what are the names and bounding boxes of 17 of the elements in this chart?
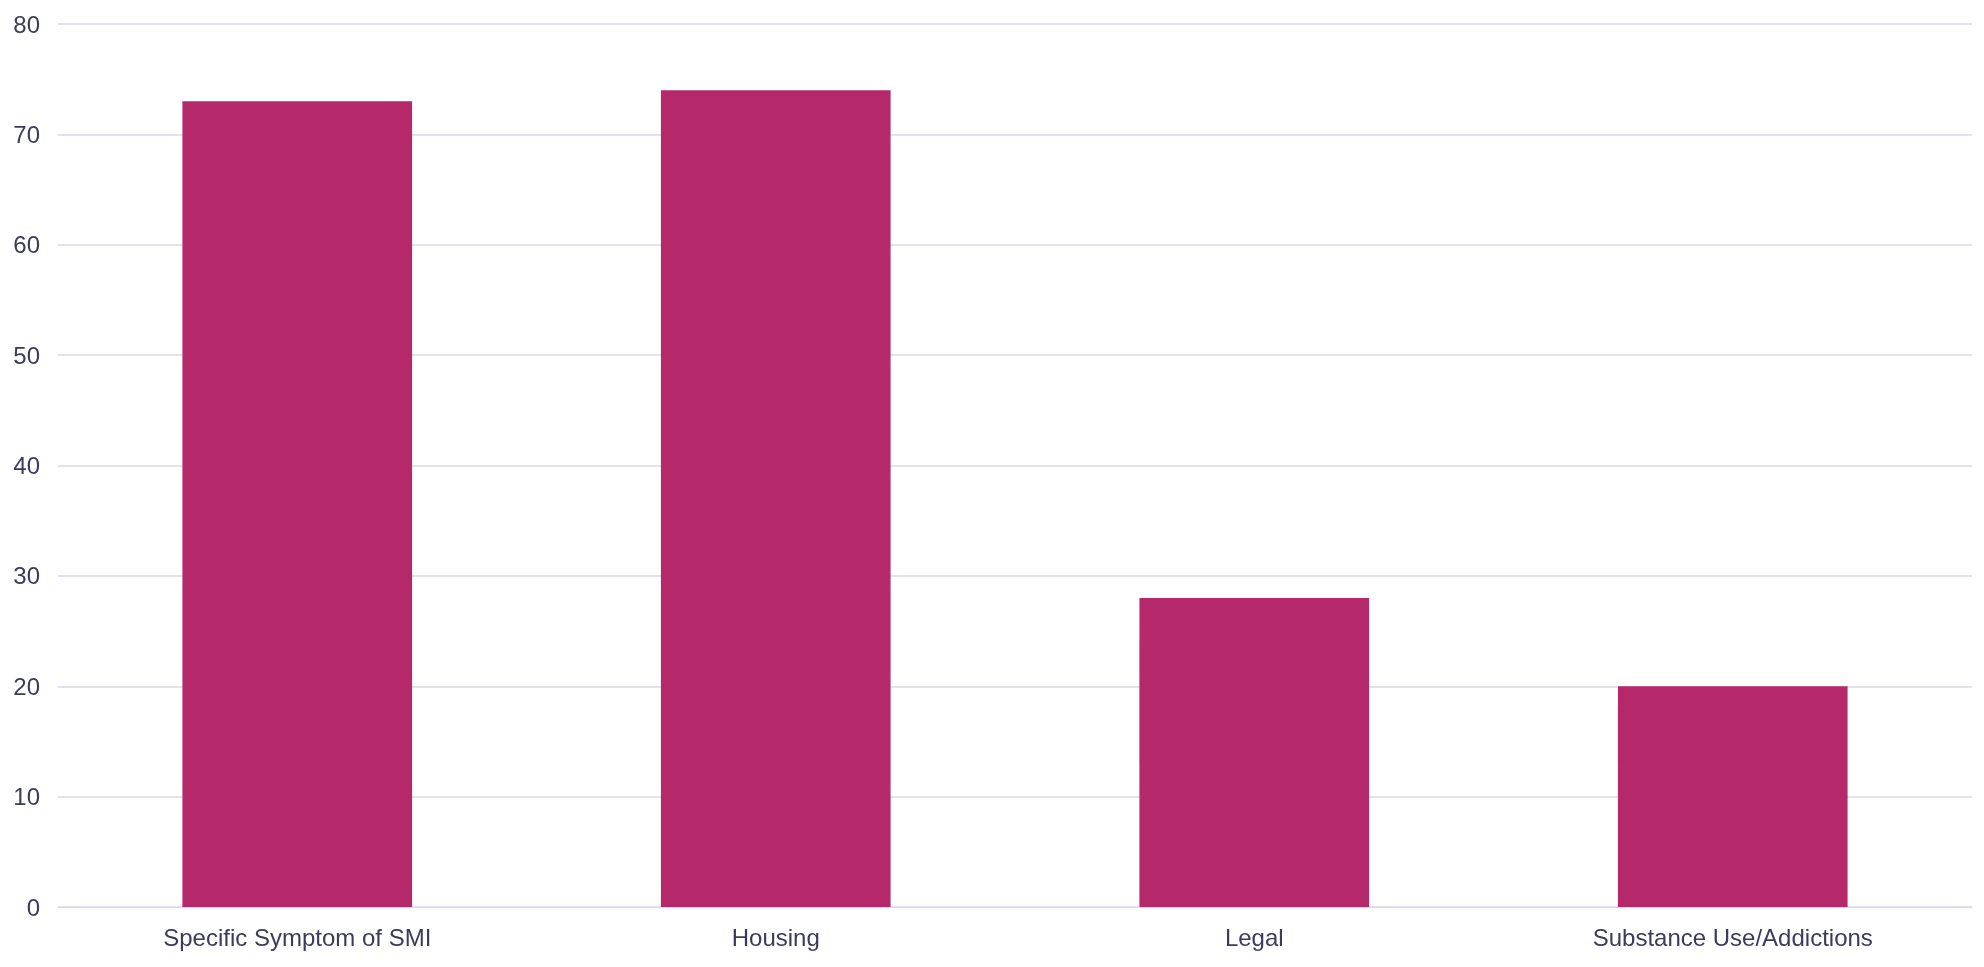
x-tick-label: Substance Use/Addictions bbox=[1592, 923, 1873, 951]
y-tick-label: 30 bbox=[13, 562, 40, 590]
y-tick-label: 60 bbox=[13, 231, 40, 259]
y-tick-label: 80 bbox=[13, 10, 40, 38]
x-tick-label: Housing bbox=[731, 923, 820, 951]
bar bbox=[1139, 597, 1370, 907]
bar bbox=[1617, 686, 1848, 907]
x-tick-label: Legal bbox=[1224, 923, 1284, 951]
bar bbox=[182, 101, 413, 907]
bar bbox=[660, 90, 891, 907]
y-tick-label: 40 bbox=[13, 452, 40, 479]
y-tick-label: 20 bbox=[13, 672, 40, 700]
x-tick-label: Specific Symptom of SMI bbox=[163, 923, 432, 951]
y-tick-label: 10 bbox=[13, 783, 40, 811]
y-tick-label: 70 bbox=[13, 120, 40, 148]
y-tick-label: 0 bbox=[26, 893, 40, 921]
y-tick-label: 50 bbox=[13, 341, 40, 369]
